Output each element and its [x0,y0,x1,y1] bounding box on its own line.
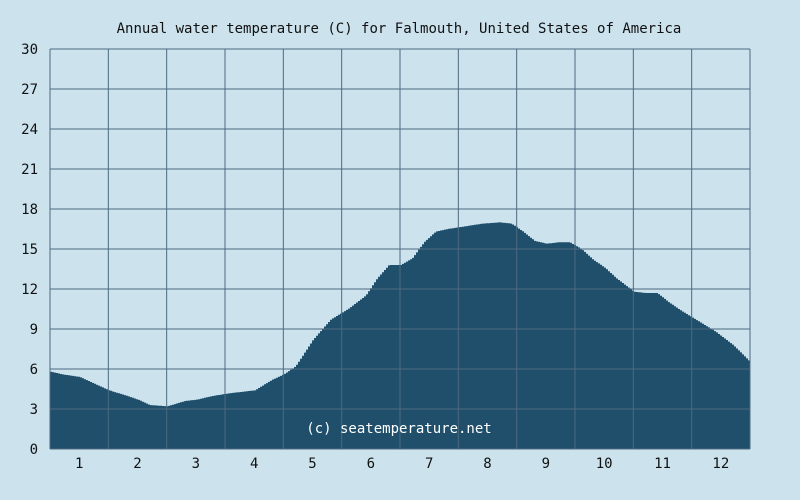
y-tick-label: 6 [30,362,38,378]
y-tick-label: 30 [21,42,38,58]
x-axis-ticks: 1 2 3 4 5 6 7 8 9 10 11 12 [75,456,729,472]
x-tick-label: 6 [367,456,375,472]
watermark: (c) seatemperature.net [306,421,491,437]
x-tick-label: 11 [654,456,671,472]
x-tick-label: 5 [308,456,316,472]
x-tick-label: 4 [250,456,258,472]
y-tick-label: 0 [30,442,38,458]
chart-title: Annual water temperature (C) for Falmout… [117,21,682,37]
y-tick-label: 3 [30,402,38,418]
x-tick-label: 9 [542,456,550,472]
grid-layer [49,48,751,450]
x-tick-label: 1 [75,456,83,472]
y-tick-label: 15 [21,242,38,258]
x-tick-label: 12 [712,456,729,472]
x-tick-label: 2 [133,456,141,472]
y-tick-label: 24 [21,122,38,138]
y-tick-label: 21 [21,162,38,178]
x-tick-label: 10 [596,456,613,472]
y-axis-ticks: 0 3 6 9 12 15 18 21 24 27 30 [21,42,38,458]
x-tick-label: 7 [425,456,433,472]
x-tick-label: 8 [483,456,491,472]
y-tick-label: 12 [21,282,38,298]
y-tick-label: 18 [21,202,38,218]
y-tick-label: 9 [30,322,38,338]
y-tick-label: 27 [21,82,38,98]
x-tick-label: 3 [192,456,200,472]
